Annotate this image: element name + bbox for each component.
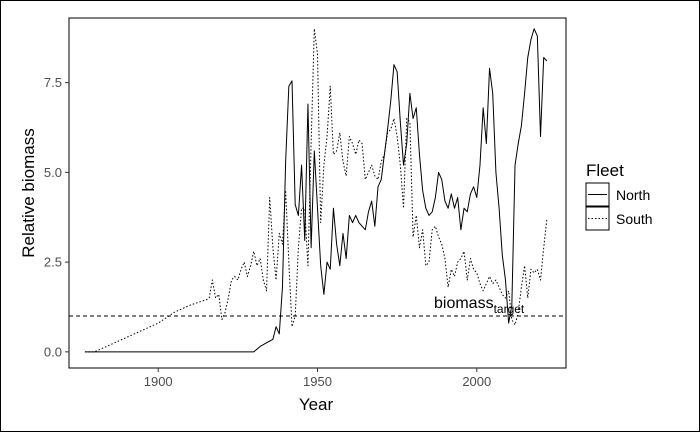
x-tick-label-2000: 2000 bbox=[462, 374, 491, 389]
legend-title: Fleet bbox=[586, 161, 624, 180]
y-tick-label-2-5: 2.5 bbox=[44, 255, 62, 270]
reference-line-label: biomasstarget bbox=[434, 295, 525, 316]
y-tick-label-0: 0.0 bbox=[44, 344, 62, 359]
legend-key-south bbox=[585, 206, 610, 231]
legend-key-north bbox=[585, 182, 610, 207]
y-tick-label-7-5: 7.5 bbox=[44, 75, 62, 90]
y-axis-title: Relative biomass bbox=[19, 128, 38, 257]
legend: Fleet North South bbox=[585, 161, 653, 231]
x-tick-label-1900: 1900 bbox=[144, 374, 173, 389]
x-tick-label-1950: 1950 bbox=[303, 374, 332, 389]
series-line-north bbox=[84, 28, 548, 353]
series-line-south bbox=[84, 28, 548, 353]
x-axis-title: Year bbox=[299, 395, 334, 414]
y-tick-label-5: 5.0 bbox=[44, 165, 62, 180]
legend-label-north: North bbox=[616, 187, 650, 203]
legend-label-south: South bbox=[616, 211, 653, 227]
chart-marks: 1900 1950 2000 0.0 2.5 5.0 7.5 bbox=[44, 17, 567, 389]
